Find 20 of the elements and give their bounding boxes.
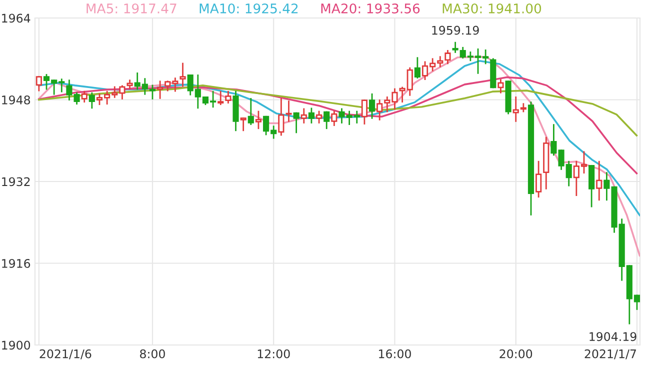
line-series [38,84,638,136]
x-tick-label: 2021/1/7 [584,349,636,360]
x-tick-label: 8:00 [140,349,165,358]
annotation: 1959.19 [432,26,479,35]
x-tick-label: 2021/1/6 [40,349,92,360]
x-tick-label: 16:00 [379,349,411,358]
text: MA20: 1933.56 [321,3,420,14]
text: MA10: 1925.42 [200,3,298,14]
line-series [38,56,640,256]
text: MA30: 1941.00 [442,3,542,14]
y-tick-label: 1948 [2,95,30,104]
text: MA5: 1917.47 [86,3,176,14]
line-series [38,76,638,174]
y-tick-label: 1916 [2,258,30,268]
x-tick-label: 20:00 [500,349,532,358]
y-tick-label: 1900 [2,340,30,350]
y-tick-label: 1964 [2,14,30,23]
annotation: 1904.19 [590,332,636,342]
x-tick-label: 12:00 [258,349,290,358]
y-tick-label: 1932 [2,177,30,186]
